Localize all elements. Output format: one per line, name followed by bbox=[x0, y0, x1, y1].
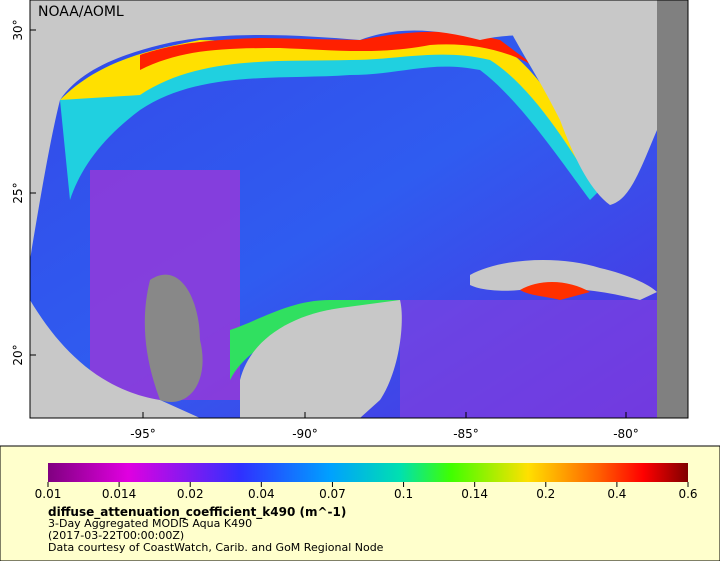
lon-label: -80° bbox=[613, 427, 639, 441]
colorbar-tick-label: 0.01 bbox=[35, 487, 62, 501]
axis-labels: 30° 25° 20° -95° -90° -85° -80° bbox=[11, 19, 639, 441]
colorbar-tick-label: 0.04 bbox=[248, 487, 275, 501]
colorbar bbox=[48, 463, 688, 482]
legend-lines: 3-Day Aggregated MODIS Aqua K490(2017-03… bbox=[48, 517, 384, 554]
legend-line: Data courtesy of CoastWatch, Carib. and … bbox=[48, 541, 384, 554]
colorbar-tick-label: 0.1 bbox=[394, 487, 413, 501]
legend-line: (2017-03-22T00:00:00Z) bbox=[48, 529, 184, 542]
colorbar-title: diffuse_attenuation_coefficient_k490 (m^… bbox=[48, 505, 346, 520]
lon-label: -90° bbox=[292, 427, 318, 441]
map-credit: NOAA/AOML bbox=[38, 4, 124, 20]
lat-label: 25° bbox=[11, 182, 25, 203]
lon-label: -85° bbox=[453, 427, 479, 441]
lat-label: 20° bbox=[11, 344, 25, 365]
legend-line: 3-Day Aggregated MODIS Aqua K490 bbox=[48, 517, 252, 530]
colorbar-tick-label: 0.2 bbox=[536, 487, 555, 501]
colorbar-tick-label: 0.4 bbox=[607, 487, 626, 501]
lat-label: 30° bbox=[11, 19, 25, 40]
colorbar-tick-label: 0.07 bbox=[319, 487, 346, 501]
lon-label: -95° bbox=[130, 427, 156, 441]
colorbar-ticks: 0.01 0.014 0.02 0.04 0.07 0.1 0.14 0.2 0.4 0.6 bbox=[35, 482, 698, 501]
colorbar-tick-label: 0.014 bbox=[102, 487, 136, 501]
map bbox=[30, 0, 688, 418]
colorbar-tick-label: 0.6 bbox=[678, 487, 697, 501]
colorbar-tick-label: 0.14 bbox=[461, 487, 488, 501]
colorbar-tick-label: 0.02 bbox=[177, 487, 204, 501]
